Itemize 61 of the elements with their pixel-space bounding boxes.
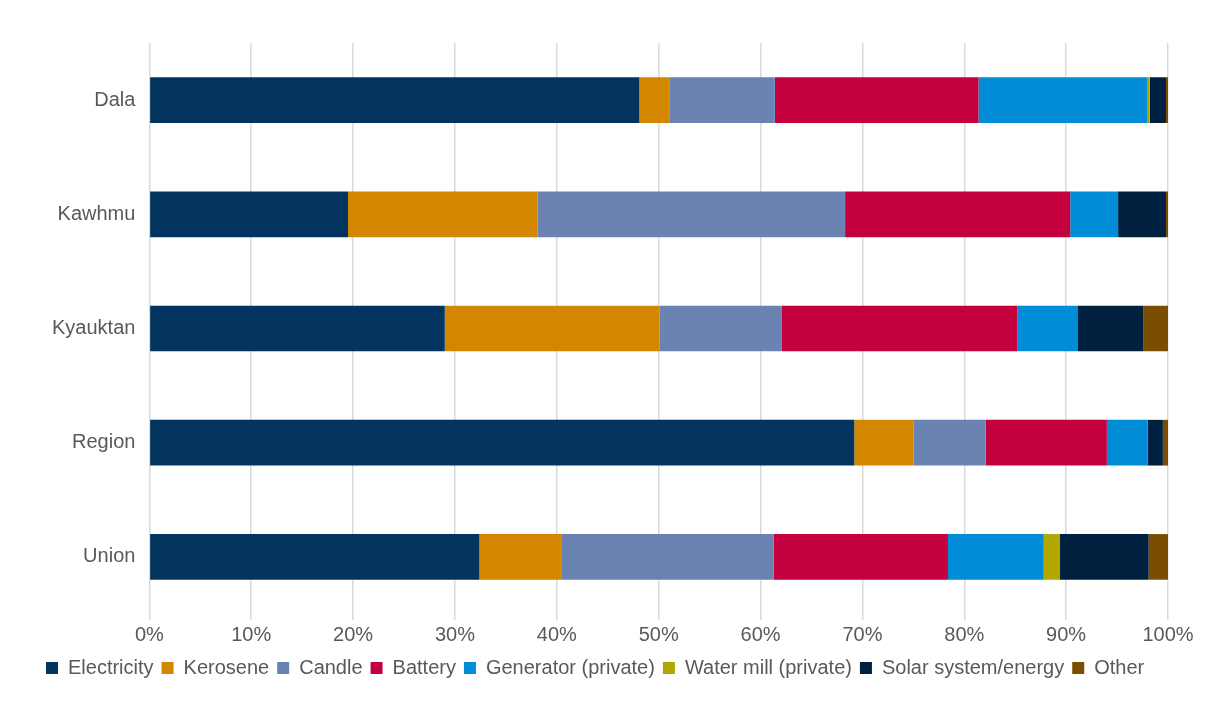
bar bbox=[1017, 305, 1078, 352]
bar bbox=[774, 77, 979, 123]
bar bbox=[985, 419, 1107, 466]
bar bbox=[479, 534, 562, 580]
bar bbox=[1118, 191, 1166, 238]
y-tick-label: Kawhmu bbox=[57, 201, 136, 224]
bar bbox=[669, 77, 775, 123]
y-tick-label: Kyauktan bbox=[52, 316, 136, 339]
bar bbox=[561, 534, 774, 580]
bar bbox=[150, 419, 855, 466]
bar bbox=[1165, 191, 1168, 238]
legend-label: Candle bbox=[299, 655, 363, 678]
bar bbox=[773, 534, 948, 580]
x-tick-label: 60% bbox=[740, 622, 781, 645]
legend-label: Water mill (private) bbox=[684, 655, 852, 678]
bar bbox=[913, 419, 986, 466]
legend-label: Solar system/energy bbox=[881, 655, 1065, 678]
y-tick-label: Region bbox=[72, 430, 136, 453]
bar bbox=[781, 305, 1018, 352]
x-tick-label: 90% bbox=[1046, 622, 1087, 645]
bar bbox=[150, 305, 445, 352]
legend-label: Generator (private) bbox=[485, 655, 655, 678]
bar bbox=[1106, 419, 1148, 466]
bar bbox=[537, 191, 846, 238]
bar bbox=[150, 534, 480, 580]
bar bbox=[1162, 419, 1168, 466]
legend-label: Electricity bbox=[68, 655, 154, 678]
x-tick-label: 30% bbox=[434, 622, 476, 645]
bar bbox=[1043, 534, 1061, 580]
x-tick-label: 10% bbox=[231, 622, 272, 645]
bar bbox=[150, 77, 640, 123]
x-tick-label: 40% bbox=[536, 622, 578, 645]
bar bbox=[1143, 305, 1168, 352]
bar bbox=[854, 419, 914, 466]
x-tick-label: 80% bbox=[944, 622, 985, 645]
legend-label: Other bbox=[1094, 655, 1145, 678]
bar bbox=[1148, 534, 1168, 580]
legend-label: Battery bbox=[392, 655, 456, 678]
bar bbox=[150, 191, 349, 238]
bar bbox=[1147, 77, 1150, 123]
bar bbox=[1077, 305, 1144, 352]
bar bbox=[1165, 77, 1168, 123]
x-tick-label: 70% bbox=[842, 622, 883, 645]
bar bbox=[978, 77, 1148, 123]
bar bbox=[947, 534, 1044, 580]
y-tick-label: Union bbox=[83, 544, 136, 567]
bar bbox=[1060, 534, 1149, 580]
y-tick-label: Dala bbox=[94, 87, 137, 110]
bar bbox=[845, 191, 1071, 238]
x-tick-label: 0% bbox=[134, 622, 165, 645]
x-tick-label: 100% bbox=[1142, 622, 1194, 645]
bar bbox=[1070, 191, 1119, 238]
bar bbox=[348, 191, 538, 238]
legend-label: Kerosene bbox=[183, 655, 270, 678]
bar bbox=[444, 305, 660, 352]
bar bbox=[1147, 419, 1163, 466]
x-tick-label: 20% bbox=[333, 622, 374, 645]
bar bbox=[639, 77, 670, 123]
bar bbox=[1149, 77, 1166, 123]
bar bbox=[659, 305, 782, 352]
x-tick-label: 50% bbox=[638, 622, 679, 645]
